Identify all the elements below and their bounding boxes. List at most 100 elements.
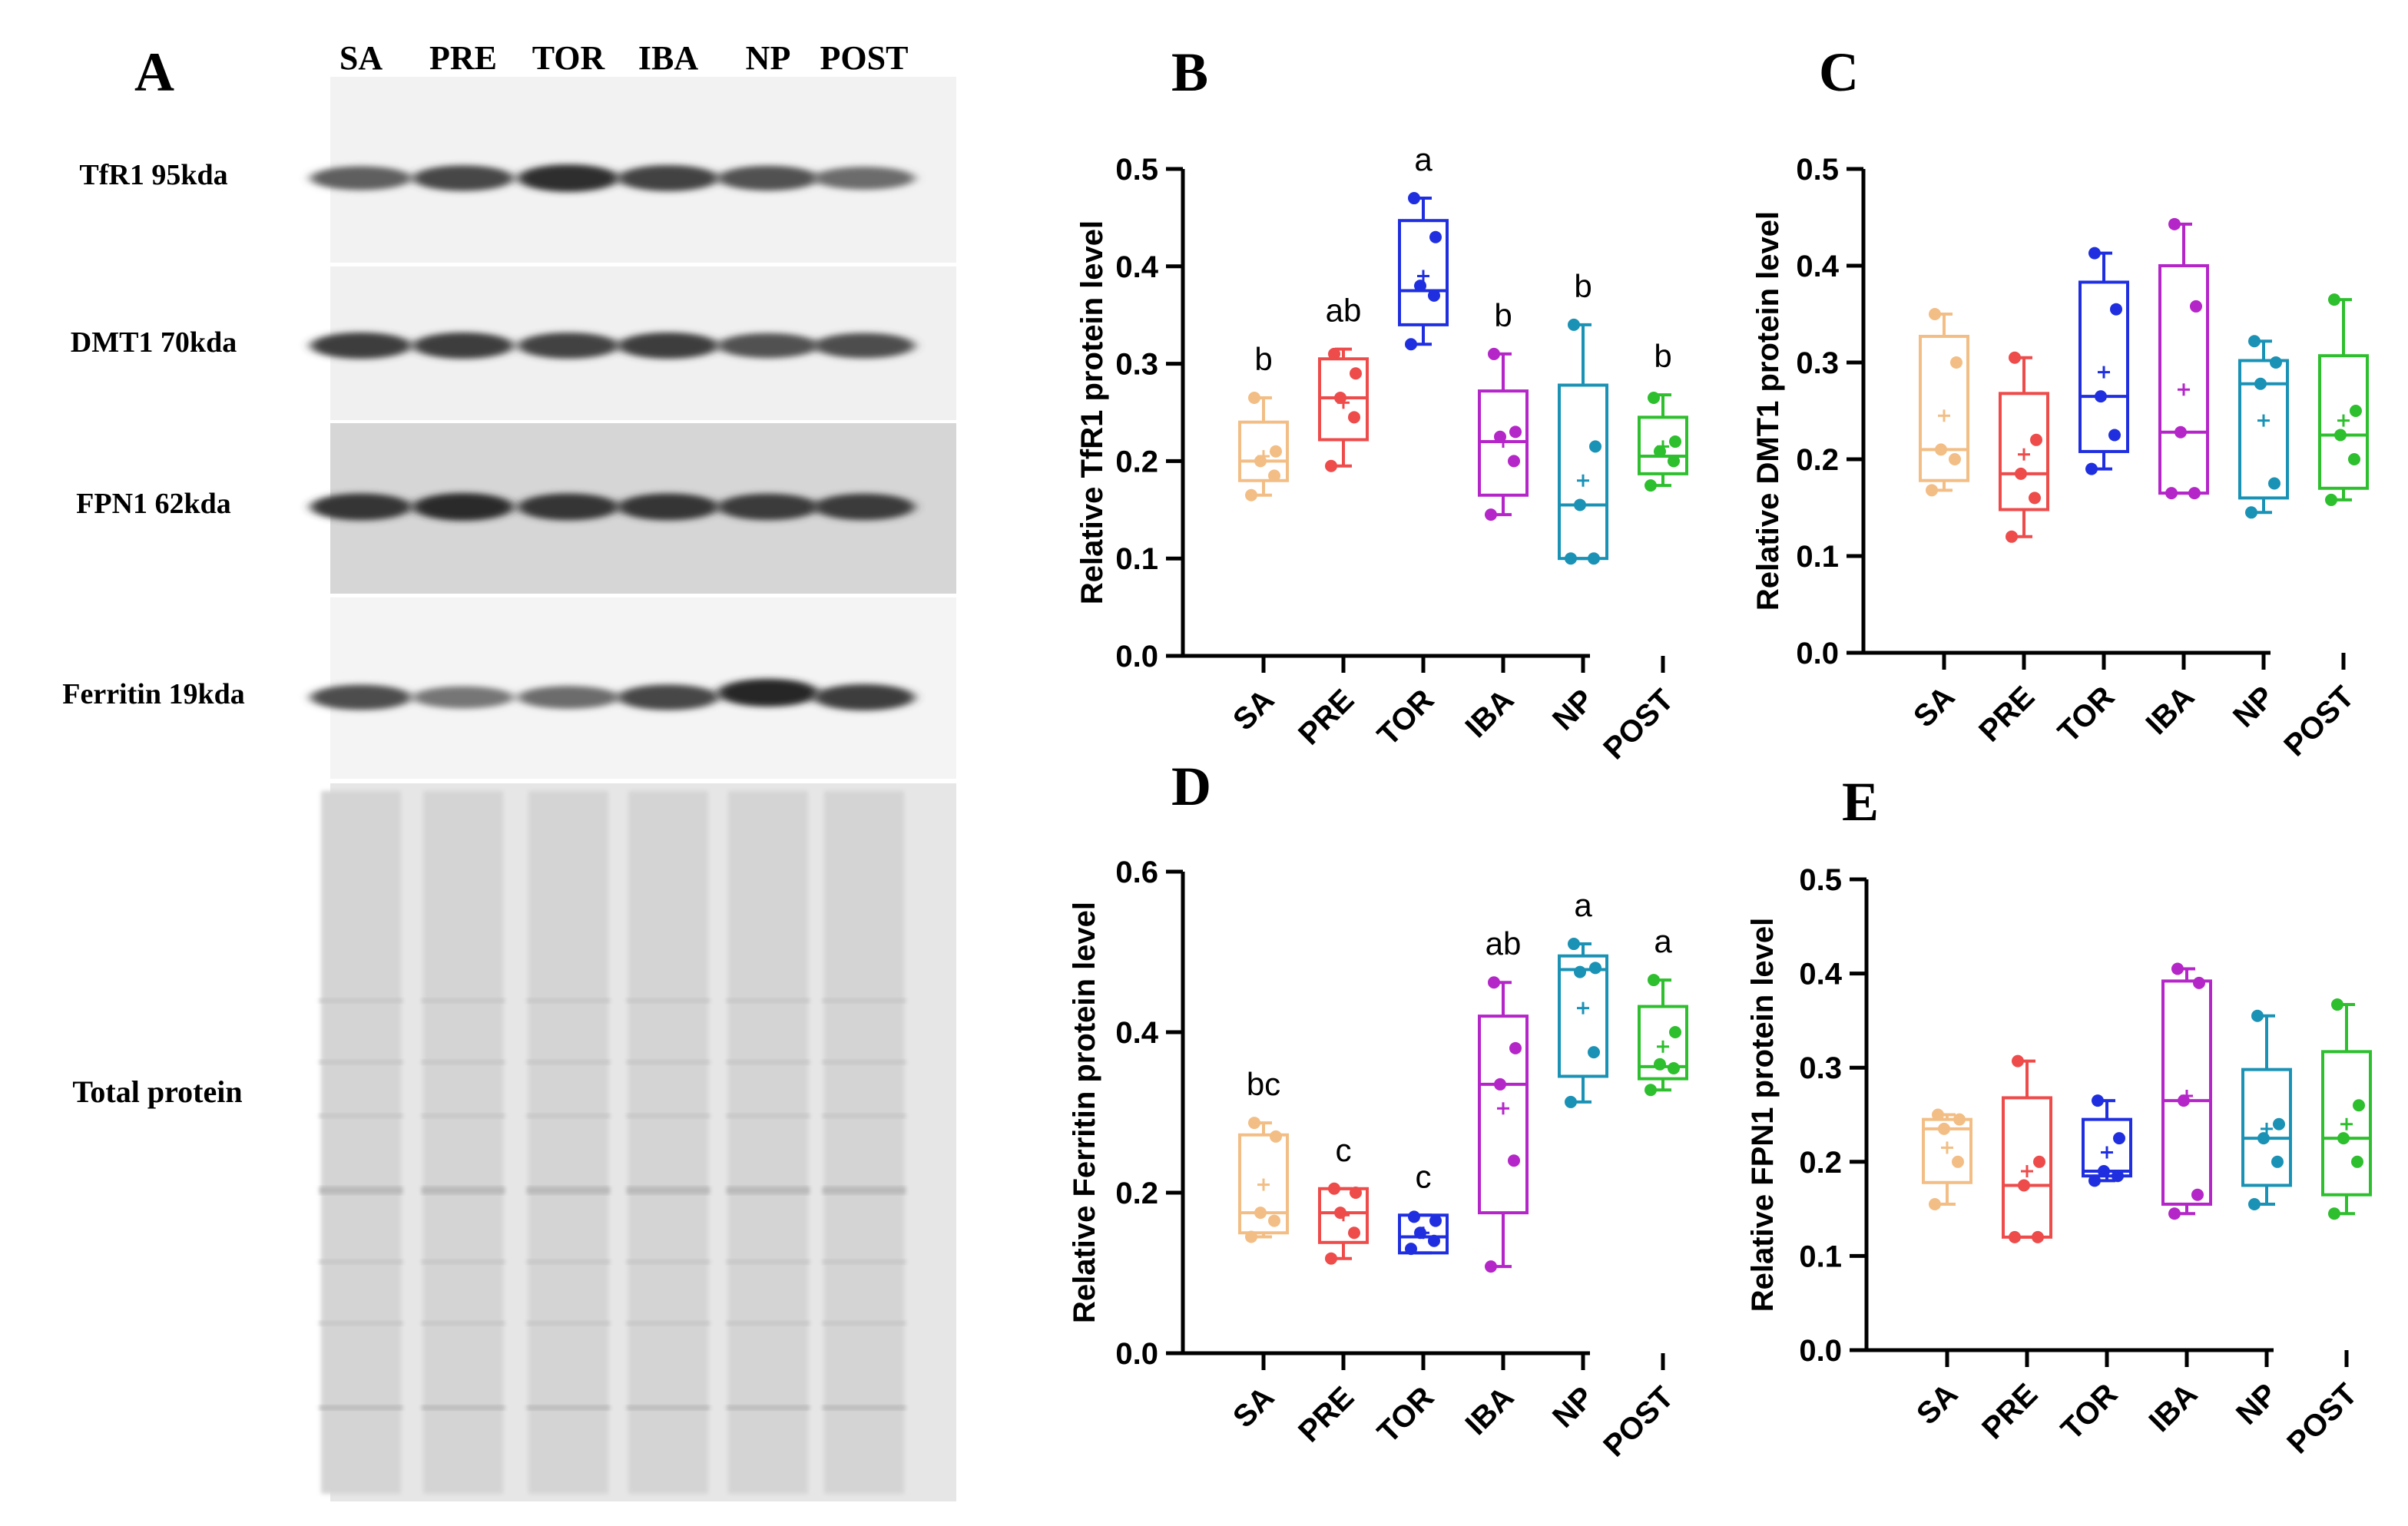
data-point <box>1488 347 1500 360</box>
x-tick-label: IBA <box>1459 1380 1521 1442</box>
data-point <box>1568 318 1580 331</box>
lane-label-post: POST <box>820 39 909 77</box>
box-np: NP b <box>1546 268 1608 737</box>
data-point <box>2188 487 2201 500</box>
data-point <box>1508 1154 1520 1167</box>
lane-label-sa: SA <box>340 39 383 77</box>
total-protein-lane <box>728 791 808 1494</box>
y-tick-label: 0.4 <box>1796 250 1839 283</box>
box-iqr <box>1922 1117 1972 1184</box>
total-protein-band <box>823 1321 906 1326</box>
blot-band-sa <box>310 493 412 521</box>
y-tick-label: 0.0 <box>1796 637 1839 670</box>
data-point <box>1414 1226 1426 1240</box>
x-tick-label: SA <box>1910 1377 1964 1431</box>
total-protein-band <box>627 998 710 1003</box>
total-protein-band <box>627 1321 710 1326</box>
lane-label-iba: IBA <box>638 39 698 77</box>
box-iqr <box>1638 1005 1688 1081</box>
box-iqr <box>2321 1050 2372 1197</box>
box-pre: PRE c <box>1292 1132 1369 1449</box>
panel-a-letter: A <box>134 41 174 103</box>
blot-label: TfR1 95kda <box>79 159 227 191</box>
data-point <box>1485 508 1497 521</box>
box-iba: IBA ab <box>1459 925 1529 1442</box>
data-point <box>2092 1094 2104 1107</box>
x-tick-label: TOR <box>1371 683 1440 752</box>
box-post: POST a <box>1597 923 1688 1463</box>
total-protein-band <box>527 1260 610 1264</box>
box-iba: IBA b <box>1459 297 1529 744</box>
x-tick-label: NP <box>1546 683 1600 737</box>
box-iqr <box>2158 264 2209 495</box>
y-tick-label: 0.2 <box>1115 445 1158 478</box>
data-point <box>1270 445 1282 458</box>
data-point <box>1929 308 1941 320</box>
total-protein-lane <box>824 791 904 1494</box>
x-tick-label: SA <box>1907 680 1961 733</box>
total-protein-band <box>422 1114 505 1118</box>
data-point <box>1325 1252 1337 1265</box>
data-point <box>1334 391 1346 404</box>
data-point <box>2334 429 2347 442</box>
data-point <box>2328 1207 2340 1220</box>
data-point <box>2168 1207 2181 1220</box>
box-iqr <box>1478 1015 1529 1215</box>
box-pre: PRE <box>1976 1054 2052 1446</box>
total-protein-band <box>527 998 610 1003</box>
data-point <box>2168 217 2181 230</box>
data-point <box>2191 1188 2204 1201</box>
data-point <box>1669 435 1681 449</box>
data-point <box>2353 1099 2365 1112</box>
x-tick-label: IBA <box>1459 683 1521 744</box>
x-tick-label: IBA <box>2143 1377 2204 1438</box>
y-axis-label: Relative DMT1 protein level <box>1751 211 1785 611</box>
significance-letter: a <box>1414 141 1433 177</box>
significance-letter: bc <box>1247 1066 1280 1102</box>
data-point <box>2108 429 2121 442</box>
data-point <box>2110 303 2122 316</box>
data-point <box>1254 1207 1267 1220</box>
data-point <box>2032 1230 2044 1243</box>
x-tick-label: POST <box>2280 1377 2363 1460</box>
data-point <box>1268 469 1280 482</box>
total-protein-band <box>527 1187 610 1194</box>
data-point <box>2113 1132 2125 1145</box>
box-tor: TOR <box>2055 1094 2132 1447</box>
blot-row-1: TfR1 95kda <box>79 77 956 263</box>
significance-letter: b <box>1654 338 1671 374</box>
data-point <box>2088 247 2101 260</box>
panel-d: D 0.0 0.2 0.4 0.6 Relative Ferritin protein l… <box>1068 756 1688 1463</box>
y-tick-label: 0.1 <box>1115 542 1158 576</box>
total-protein-band <box>727 1060 810 1064</box>
blot-row-4: Ferritin 19kda <box>62 597 956 779</box>
x-tick-label: TOR <box>2052 680 2121 749</box>
blot-label: Ferritin 19kda <box>62 678 244 710</box>
significance-letter: ab <box>1486 925 1522 962</box>
total-protein-band <box>627 1060 710 1064</box>
total-protein-band <box>320 1260 402 1264</box>
data-point <box>1935 443 1947 456</box>
lane-label-np: NP <box>746 39 791 77</box>
y-axis-label: Relative FPN1 protein level <box>1746 918 1780 1312</box>
data-point <box>1565 552 1577 565</box>
data-point <box>2254 377 2267 390</box>
blot-band-pre <box>412 165 514 191</box>
blot-band-np <box>717 493 819 521</box>
data-point <box>2248 1197 2261 1210</box>
data-point <box>2018 1179 2030 1192</box>
total-protein-band <box>727 998 810 1003</box>
data-point <box>1414 280 1426 293</box>
total-protein-label: Total protein <box>72 1074 242 1109</box>
blot-band-np <box>717 333 819 359</box>
box-post: POST <box>2277 293 2369 763</box>
data-point <box>1350 367 1362 380</box>
blot-rows: TfR1 95kda DMT1 70kda FPN1 62kda Ferritin 1… <box>62 77 956 779</box>
significance-letter: c <box>1416 1158 1432 1194</box>
data-point <box>1932 1108 1944 1121</box>
total-protein-band <box>727 1321 810 1326</box>
x-tick-label: NP <box>1546 1380 1600 1434</box>
total-protein-lane <box>628 791 708 1494</box>
panel-letter: B <box>1171 41 1208 103</box>
data-point <box>2012 1054 2024 1068</box>
